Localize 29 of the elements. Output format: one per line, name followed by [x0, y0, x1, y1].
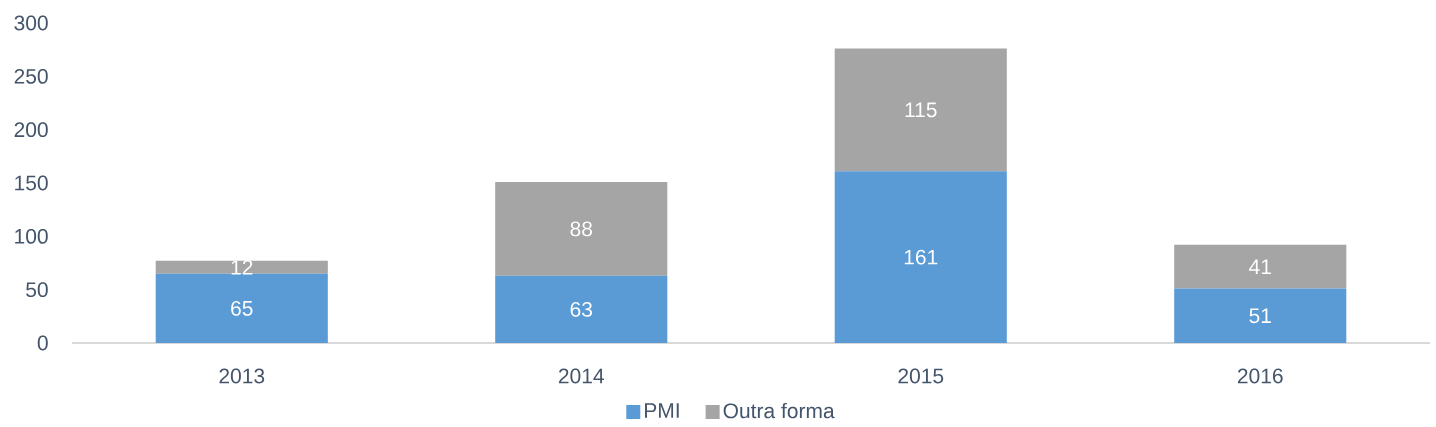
bar	[155, 260, 328, 274]
data-label: 65	[231, 300, 253, 316]
bar	[155, 273, 328, 343]
data-label: 63	[570, 301, 593, 317]
x-tick-label: 2015	[898, 368, 944, 384]
y-tick-label: 250	[14, 68, 48, 84]
y-tick-label: 100	[15, 228, 48, 244]
data-label: 88	[570, 221, 593, 237]
data-label: 12	[231, 259, 253, 275]
x-tick-label: 2014	[558, 368, 604, 384]
data-label: 41	[1249, 259, 1271, 274]
bar	[1174, 244, 1347, 289]
data-label: 51	[1249, 308, 1271, 324]
bar	[834, 48, 1007, 172]
x-tick-label: 2013	[219, 368, 265, 384]
bar	[1174, 288, 1347, 343]
y-tick-label: 50	[26, 282, 48, 298]
legend-label: Outra forma	[723, 402, 835, 419]
data-label: 161	[904, 249, 938, 265]
legend-label: PMI	[645, 403, 679, 418]
data-label: 115	[905, 102, 937, 118]
bar	[495, 275, 668, 343]
y-tick-label: 300	[14, 15, 48, 31]
y-tick-label: 0	[37, 335, 48, 351]
bar	[834, 171, 1007, 343]
bar	[495, 181, 668, 276]
x-tick-label: 2016	[1237, 368, 1283, 384]
y-tick-label: 150	[15, 175, 48, 191]
y-tick-label: 200	[14, 122, 48, 138]
